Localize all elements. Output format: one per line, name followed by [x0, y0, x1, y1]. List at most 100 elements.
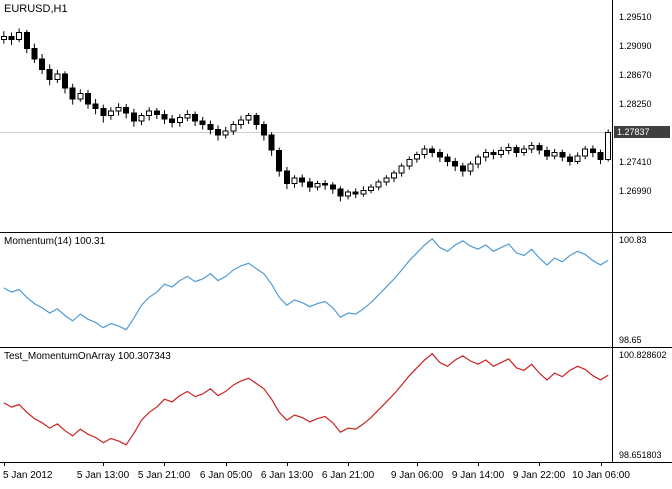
- candle-body: [115, 106, 122, 112]
- candle-body: [582, 148, 589, 157]
- candle-body: [482, 151, 489, 158]
- candle-body: [383, 177, 390, 183]
- time-tick-label: 6 Jan 05:00: [199, 470, 253, 481]
- candle-body: [245, 115, 252, 121]
- test-momentum-panel: 100.828602 98.651803 Test_MomentumOnArray…: [0, 348, 672, 463]
- candle-body: [314, 183, 321, 188]
- candle-body: [421, 148, 428, 155]
- price-tick-label: 1.28670: [619, 69, 652, 80]
- candle-body: [475, 156, 482, 165]
- candle-body: [467, 163, 474, 172]
- candle-body: [161, 113, 168, 120]
- candle-body: [184, 113, 191, 119]
- candle-body: [54, 73, 61, 81]
- candle-body: [375, 181, 382, 188]
- candle-body: [92, 103, 99, 110]
- candle-body: [192, 113, 199, 122]
- candle-body: [406, 158, 413, 167]
- time-tick-mark: [164, 463, 165, 466]
- test-momentum-line: [3, 352, 609, 446]
- momentum-line: [3, 237, 609, 331]
- candle-body: [283, 170, 290, 185]
- candle-body: [444, 156, 451, 162]
- time-tick-mark: [417, 463, 418, 466]
- candle-body: [559, 151, 566, 158]
- candle-body: [222, 130, 229, 136]
- time-tick-mark: [348, 463, 349, 466]
- momentum-indicator-label: Momentum(14) 100.31: [4, 236, 106, 247]
- indicator-scale-max-label: 100.828602: [619, 350, 667, 360]
- candle-body: [345, 191, 352, 197]
- candle-body: [452, 160, 459, 167]
- price-scale[interactable]: 1.29510 1.29090 1.28670 1.28250 1.27410 1.269…: [612, 0, 672, 232]
- candle-body: [238, 119, 244, 126]
- candle-body: [77, 93, 84, 100]
- candle-body: [352, 191, 359, 195]
- candle-body: [199, 120, 206, 126]
- time-tick-label: 9 Jan 14:00: [451, 470, 505, 481]
- momentum-chart[interactable]: [0, 233, 612, 347]
- candle-body: [253, 115, 260, 126]
- test-momentum-chart[interactable]: [0, 348, 612, 462]
- candle-body: [46, 68, 53, 81]
- time-tick-label: 5 Jan 2012: [3, 470, 53, 481]
- time-tick-label: 9 Jan 06:00: [390, 470, 444, 481]
- candle-body: [513, 147, 520, 153]
- candle-body: [536, 144, 543, 151]
- candle-body: [459, 165, 466, 172]
- candle-body: [123, 106, 130, 114]
- candle-body: [39, 58, 46, 70]
- current-price-badge: 1.27837: [614, 126, 670, 139]
- candle-body: [85, 93, 91, 105]
- candle-body: [69, 87, 76, 100]
- candle-body: [8, 36, 15, 41]
- candle-body: [215, 129, 221, 136]
- time-tick-label: 5 Jan 21:00: [137, 470, 191, 481]
- candle-body: [597, 151, 604, 160]
- candle-body: [107, 110, 114, 117]
- time-axis[interactable]: 5 Jan 2012 5 Jan 13:00 5 Jan 21:00 6 Jan 05…: [0, 463, 672, 489]
- momentum-panel: 100.83 98.65 Momentum(14) 100.31: [0, 233, 672, 348]
- candle-body: [207, 124, 214, 130]
- candle-body: [498, 149, 505, 156]
- time-tick-mark: [103, 463, 104, 466]
- candle-body: [574, 155, 581, 162]
- candle-body: [62, 73, 68, 89]
- momentum-scale[interactable]: 100.83 98.65: [612, 233, 672, 347]
- price-tick-label: 1.29090: [619, 40, 652, 51]
- time-tick-label: 6 Jan 21:00: [321, 470, 375, 481]
- candle-body: [230, 124, 237, 132]
- test-momentum-scale[interactable]: 100.828602 98.651803: [612, 348, 672, 462]
- candle-body: [398, 165, 405, 174]
- candle-body: [368, 186, 374, 191]
- candle-body: [413, 153, 420, 160]
- time-tick-label: 9 Jan 22:00: [512, 470, 566, 481]
- candle-body: [551, 151, 558, 157]
- candle-body: [322, 183, 329, 186]
- candle-body: [146, 110, 153, 117]
- candle-body: [16, 32, 23, 40]
- candle-body: [276, 149, 283, 172]
- time-tick-mark: [226, 463, 227, 466]
- candlestick-chart[interactable]: [0, 0, 612, 232]
- time-tick-label: 6 Jan 13:00: [260, 470, 314, 481]
- candle-body: [169, 118, 176, 124]
- candle-body: [329, 184, 336, 190]
- symbol-timeframe-label: EURUSD,H1: [4, 3, 68, 15]
- candle-body: [605, 131, 612, 160]
- candle-body: [521, 148, 527, 153]
- candle-body: [306, 181, 313, 188]
- test-momentum-indicator-label: Test_MomentumOnArray 100.307343: [4, 351, 171, 362]
- candle-body: [589, 148, 596, 153]
- candle-body: [566, 156, 573, 162]
- candle-body: [528, 144, 535, 150]
- time-tick-label: 5 Jan 13:00: [76, 470, 130, 481]
- candle-body: [337, 188, 344, 197]
- candle-body: [360, 189, 367, 195]
- time-tick-label: 10 Jan 06:00: [572, 470, 630, 481]
- candle-body: [391, 172, 397, 179]
- time-tick-mark: [478, 463, 479, 466]
- time-tick-mark: [601, 463, 602, 466]
- candle-body: [429, 148, 436, 153]
